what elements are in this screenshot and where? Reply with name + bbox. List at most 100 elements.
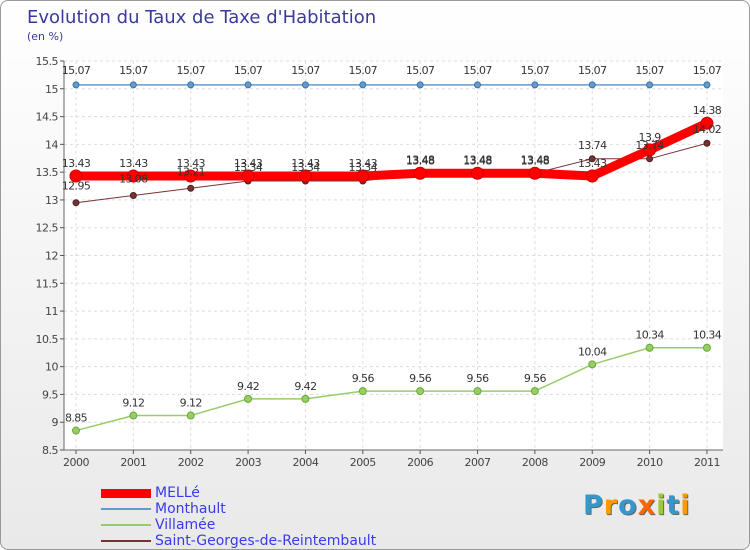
- data-point: [588, 81, 596, 89]
- data-point: [126, 169, 140, 183]
- data-label: 15.07: [578, 64, 607, 77]
- data-label: 13.43: [119, 157, 148, 170]
- data-point: [186, 411, 195, 420]
- data-point: [530, 387, 539, 396]
- legend-swatch: [101, 540, 151, 542]
- data-label: 15.07: [693, 64, 722, 77]
- legend-swatch: [101, 508, 151, 510]
- data-label: 13.74: [635, 139, 664, 152]
- data-label: 13.34: [234, 161, 263, 174]
- data-point: [356, 169, 370, 183]
- data-label: 13.21: [176, 165, 205, 178]
- data-label: 13.43: [578, 157, 607, 170]
- data-label: 10.34: [635, 329, 664, 342]
- data-point: [301, 394, 310, 403]
- data-label: 15.07: [291, 64, 320, 77]
- y-tick-label: 12.5: [36, 222, 59, 235]
- y-tick-label: 14: [45, 138, 58, 151]
- data-labels: 15.07 15.07 15.07 15.07 15.07 15.07 15.07 15.07…: [62, 64, 723, 425]
- data-label: 15.07: [234, 64, 263, 77]
- proxiti-logo: Proxiti: [583, 490, 691, 521]
- legend-label: Villamée: [155, 517, 216, 533]
- data-point: [244, 394, 253, 403]
- x-tick-label: 2004: [292, 456, 318, 469]
- series-line: [75, 346, 708, 432]
- data-point: [301, 81, 309, 89]
- data-point: [358, 387, 367, 396]
- logo-letter: P: [583, 490, 604, 521]
- data-label: 9.56: [352, 372, 375, 385]
- x-tick-label: 2001: [120, 456, 146, 469]
- data-point: [531, 81, 539, 89]
- logo-letter: r: [603, 490, 619, 521]
- data-point: [72, 426, 80, 435]
- data-label: 13.9: [639, 131, 662, 144]
- data-label: 13.34: [349, 161, 378, 174]
- data-point: [646, 155, 654, 163]
- legend-label: MELLé: [155, 485, 200, 501]
- legend-label: Monthault: [155, 501, 226, 517]
- y-tick-label: 9: [52, 416, 59, 429]
- x-tick-label: 2006: [407, 456, 433, 469]
- data-label: 15.07: [119, 64, 148, 77]
- y-tick-label: 12: [45, 250, 58, 263]
- data-point: [471, 166, 485, 180]
- legend: MELLé Monthault Villamée Saint-Georges-de-R…: [101, 485, 376, 549]
- x-tick-label: 2005: [350, 456, 376, 469]
- data-label: 9.56: [524, 372, 547, 385]
- data-label: 13.74: [578, 139, 607, 152]
- data-point: [413, 166, 427, 180]
- data-label: 13.43: [62, 157, 91, 170]
- data-point: [416, 387, 425, 396]
- data-point: [703, 139, 711, 147]
- logo-letter: i: [680, 490, 691, 521]
- data-label: 14.38: [693, 104, 722, 117]
- data-point: [187, 184, 195, 192]
- data-point: [129, 191, 137, 199]
- grid-lines: [64, 60, 723, 451]
- y-tick-label: 13.5: [36, 166, 59, 179]
- y-axis-unit-label: (en %): [27, 30, 64, 43]
- x-tick-label: 2000: [63, 456, 89, 469]
- data-label: 13.48: [521, 154, 550, 167]
- data-label: 15.07: [463, 64, 492, 77]
- y-tick-label: 14.5: [36, 111, 59, 124]
- logo-letter: x: [637, 490, 657, 521]
- data-label: 13.43: [234, 157, 263, 170]
- x-tick-label: 2008: [522, 456, 548, 469]
- data-point: [72, 199, 80, 207]
- data-label: 12.95: [62, 180, 91, 193]
- line-chart: 8.5 9 9.5 10 10.5 11 11.5 12 12.5 13 13.5 14 14.5 15 1…: [36, 55, 723, 469]
- chart-title: Evolution du Taux de Taxe d'Habitation: [27, 7, 377, 28]
- y-tick-label: 15.5: [36, 55, 59, 68]
- data-point: [416, 81, 424, 89]
- data-label: 13.43: [349, 157, 378, 170]
- data-label: 13.48: [463, 153, 492, 166]
- data-point: [69, 169, 83, 183]
- data-point: [241, 169, 255, 183]
- data-point: [187, 81, 195, 89]
- data-point: [703, 81, 711, 89]
- data-point: [702, 343, 711, 352]
- legend-item: Saint-Georges-de-Reintembault: [101, 533, 376, 549]
- data-label: 9.12: [122, 397, 144, 410]
- data-point: [184, 169, 198, 183]
- data-point: [72, 81, 80, 89]
- data-label: 13.34: [291, 161, 320, 174]
- data-point: [588, 360, 597, 369]
- data-point: [244, 81, 252, 89]
- series-monthault: [72, 81, 711, 89]
- logo-letter: i: [656, 490, 667, 521]
- data-label: 14.02: [693, 123, 722, 136]
- x-tick-label: 2009: [579, 456, 605, 469]
- legend-item: Monthault: [101, 501, 376, 517]
- data-point: [700, 116, 714, 130]
- data-point: [528, 166, 542, 180]
- y-tick-label: 11.5: [36, 277, 59, 290]
- y-tick-label: 8.5: [42, 444, 58, 457]
- legend-item: Villamée: [101, 517, 376, 533]
- legend-label: Saint-Georges-de-Reintembault: [155, 533, 377, 549]
- data-label: 9.12: [180, 397, 202, 410]
- data-label: 15.07: [176, 64, 205, 77]
